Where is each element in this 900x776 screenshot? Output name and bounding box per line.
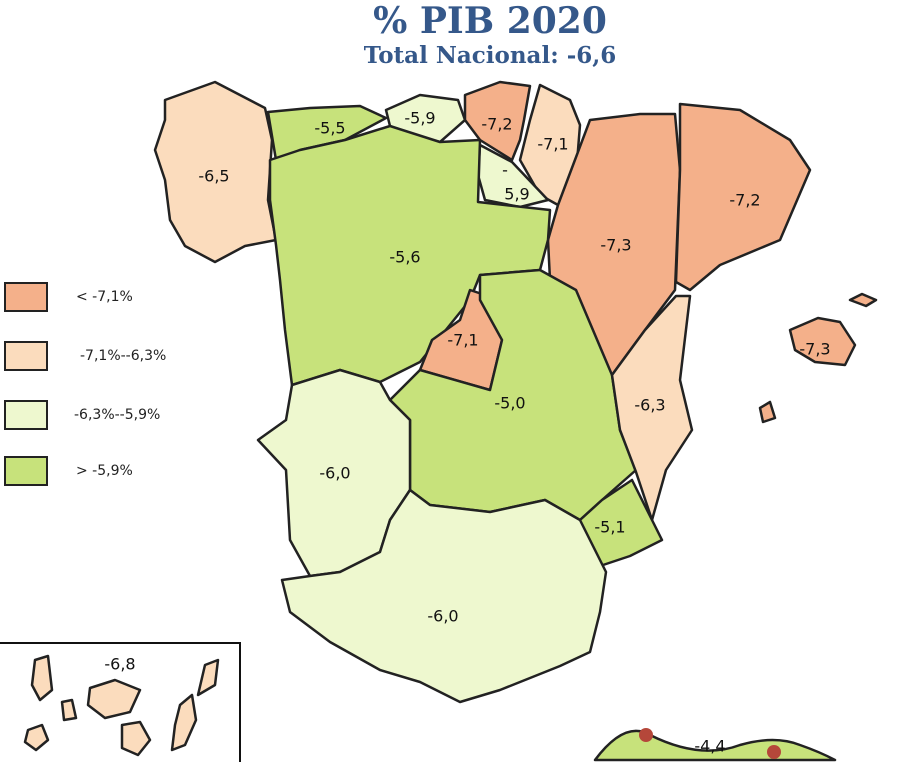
region-canarias bbox=[23, 654, 220, 757]
legend-item: -7,1%--6,3% bbox=[4, 341, 166, 371]
legend-label: > -5,9% bbox=[76, 463, 133, 479]
label-la-rioja-dash: - bbox=[502, 160, 508, 180]
map-title: % PIB 2020 bbox=[373, 0, 607, 42]
legend-swatch bbox=[4, 456, 48, 486]
label-cantabria: -5,9 bbox=[404, 108, 436, 128]
region-valencia bbox=[610, 294, 694, 522]
label-murcia: -5,1 bbox=[594, 517, 626, 537]
label-navarra: -7,1 bbox=[537, 134, 569, 154]
label-aragon: -7,3 bbox=[600, 235, 632, 255]
label-pais-vasco: -7,2 bbox=[481, 114, 513, 134]
melilla-marker bbox=[767, 745, 781, 759]
ceuta-marker bbox=[639, 728, 653, 742]
region-pais-vasco bbox=[463, 80, 532, 162]
label-madrid: -7,1 bbox=[447, 330, 479, 350]
label-cataluna: -7,2 bbox=[729, 190, 761, 210]
label-castilla-leon: -5,6 bbox=[389, 247, 421, 267]
legend-swatch bbox=[4, 282, 48, 312]
label-andalucia: -6,0 bbox=[427, 606, 459, 626]
legend-label: -6,3%--5,9% bbox=[74, 407, 161, 423]
legend-swatch bbox=[4, 341, 48, 371]
legend-swatch bbox=[4, 400, 48, 430]
legend-item: > -5,9% bbox=[4, 456, 133, 486]
label-la-rioja: 5,9 bbox=[504, 184, 530, 204]
legend-item: < -7,1% bbox=[4, 282, 133, 312]
legend-item: -6,3%--5,9% bbox=[4, 400, 160, 430]
region-andalucia bbox=[280, 488, 608, 704]
map-subtitle: Total Nacional: -6,6 bbox=[363, 42, 617, 69]
label-ceuta-melilla: -4,4 bbox=[694, 736, 726, 756]
canarias-frame bbox=[0, 642, 241, 762]
label-baleares: -7,3 bbox=[799, 339, 831, 359]
region-galicia bbox=[153, 80, 278, 264]
label-castilla-la-mancha: -5,0 bbox=[494, 393, 526, 413]
label-valencia: -6,3 bbox=[634, 395, 666, 415]
label-extremadura: -6,0 bbox=[319, 463, 351, 483]
legend-label: < -7,1% bbox=[76, 289, 133, 305]
legend-label: -7,1%--6,3% bbox=[80, 348, 167, 364]
region-cataluna bbox=[674, 102, 812, 292]
region-baleares bbox=[758, 292, 878, 424]
region-ceuta-melilla bbox=[593, 728, 837, 762]
label-galicia: -6,5 bbox=[198, 166, 230, 186]
label-asturias: -5,5 bbox=[314, 118, 346, 138]
label-canarias: -6,8 bbox=[104, 654, 136, 674]
